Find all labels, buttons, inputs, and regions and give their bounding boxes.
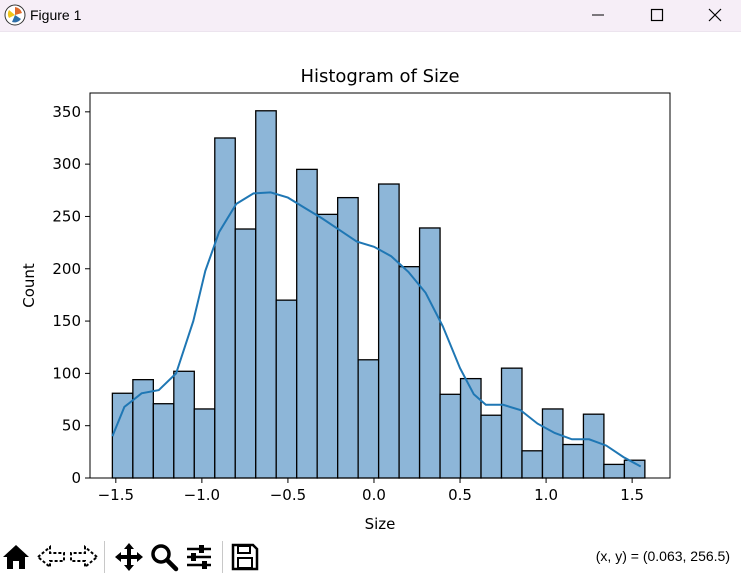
forward-icon [70, 544, 99, 570]
chart-title: Histogram of Size [300, 66, 459, 87]
window-title: Figure 1 [30, 7, 82, 23]
minimize-button[interactable] [575, 0, 621, 31]
histogram-bar [418, 227, 441, 479]
back-icon [36, 544, 65, 570]
histogram-bar [255, 110, 277, 479]
pan-icon [115, 543, 143, 571]
x-tick-label: −1.0 [184, 486, 220, 504]
x-axis-label: Size [365, 515, 396, 533]
x-tick-label: 0.0 [362, 486, 386, 504]
y-tick-label: 350 [52, 103, 81, 121]
configure-subplots-icon [187, 545, 211, 569]
minimize-icon [592, 14, 604, 16]
title-bar: Figure 1 [0, 0, 741, 32]
histogram-bar [459, 377, 482, 479]
zoom-button[interactable] [148, 541, 180, 573]
forward-button[interactable] [68, 541, 100, 573]
histogram-bar [214, 137, 236, 479]
histogram-chart: −1.5 −1.0 −0.5 0.0 0.5 1.0 1.5 0 50 100 150 200 250… [20, 66, 671, 533]
y-axis-label: Count [20, 263, 38, 308]
histogram-bar [500, 367, 523, 479]
histogram-bar [111, 392, 134, 479]
x-tick-label: 1.0 [534, 486, 558, 504]
histogram-bar [275, 299, 298, 479]
histogram-bar [173, 370, 195, 479]
back-button[interactable] [35, 541, 67, 573]
histogram-bar [603, 463, 626, 479]
histogram-bar [521, 450, 544, 479]
axes-frame [89, 92, 671, 479]
zoom-icon [151, 544, 179, 572]
histogram-bar [377, 183, 400, 479]
y-tick-label: 300 [52, 155, 81, 173]
kde-line [111, 191, 642, 468]
close-button[interactable] [692, 0, 738, 31]
maximize-icon [650, 8, 664, 22]
histogram-bar [541, 408, 564, 479]
histogram-bar [439, 393, 462, 479]
x-tick-label: −0.5 [270, 486, 306, 504]
home-icon [3, 545, 29, 569]
x-tick-label: 0.5 [448, 486, 472, 504]
pan-button[interactable] [113, 541, 145, 573]
y-tick-label: 0 [71, 469, 81, 487]
app-icon [4, 4, 26, 26]
y-tick-label: 50 [62, 417, 81, 435]
y-tick-label: 250 [52, 207, 81, 225]
histogram-bar [480, 414, 503, 479]
home-button[interactable] [0, 541, 32, 573]
y-tick-label: 100 [52, 364, 81, 382]
histogram-bar [193, 408, 216, 479]
toolbar-separator [104, 541, 105, 573]
histogram-bar [234, 228, 257, 479]
histogram-bar [357, 359, 380, 479]
figure-canvas[interactable]: −1.5 −1.0 −0.5 0.0 0.5 1.0 1.5 0 50 100 150 200 250… [0, 32, 741, 535]
x-tick-label: −1.5 [98, 486, 134, 504]
close-icon [708, 8, 722, 22]
save-button[interactable] [229, 541, 261, 573]
histogram-bar [152, 403, 175, 479]
cursor-coordinates: (x, y) = (0.063, 256.5) [595, 548, 730, 564]
x-tick-label: 1.5 [620, 486, 644, 504]
histogram-bar [132, 379, 154, 479]
histogram-bar [582, 413, 605, 479]
save-icon [231, 543, 259, 571]
histogram-bar [562, 443, 585, 479]
toolbar-separator [222, 541, 223, 573]
histogram-bar [398, 266, 421, 479]
histogram-bar [316, 213, 339, 479]
navigation-toolbar: (x, y) = (0.063, 256.5) [0, 535, 741, 578]
maximize-button[interactable] [634, 0, 680, 31]
y-tick-label: 200 [52, 260, 81, 278]
y-tick-label: 150 [52, 312, 81, 330]
histogram-bar [296, 168, 318, 479]
configure-subplots-button[interactable] [183, 541, 215, 573]
